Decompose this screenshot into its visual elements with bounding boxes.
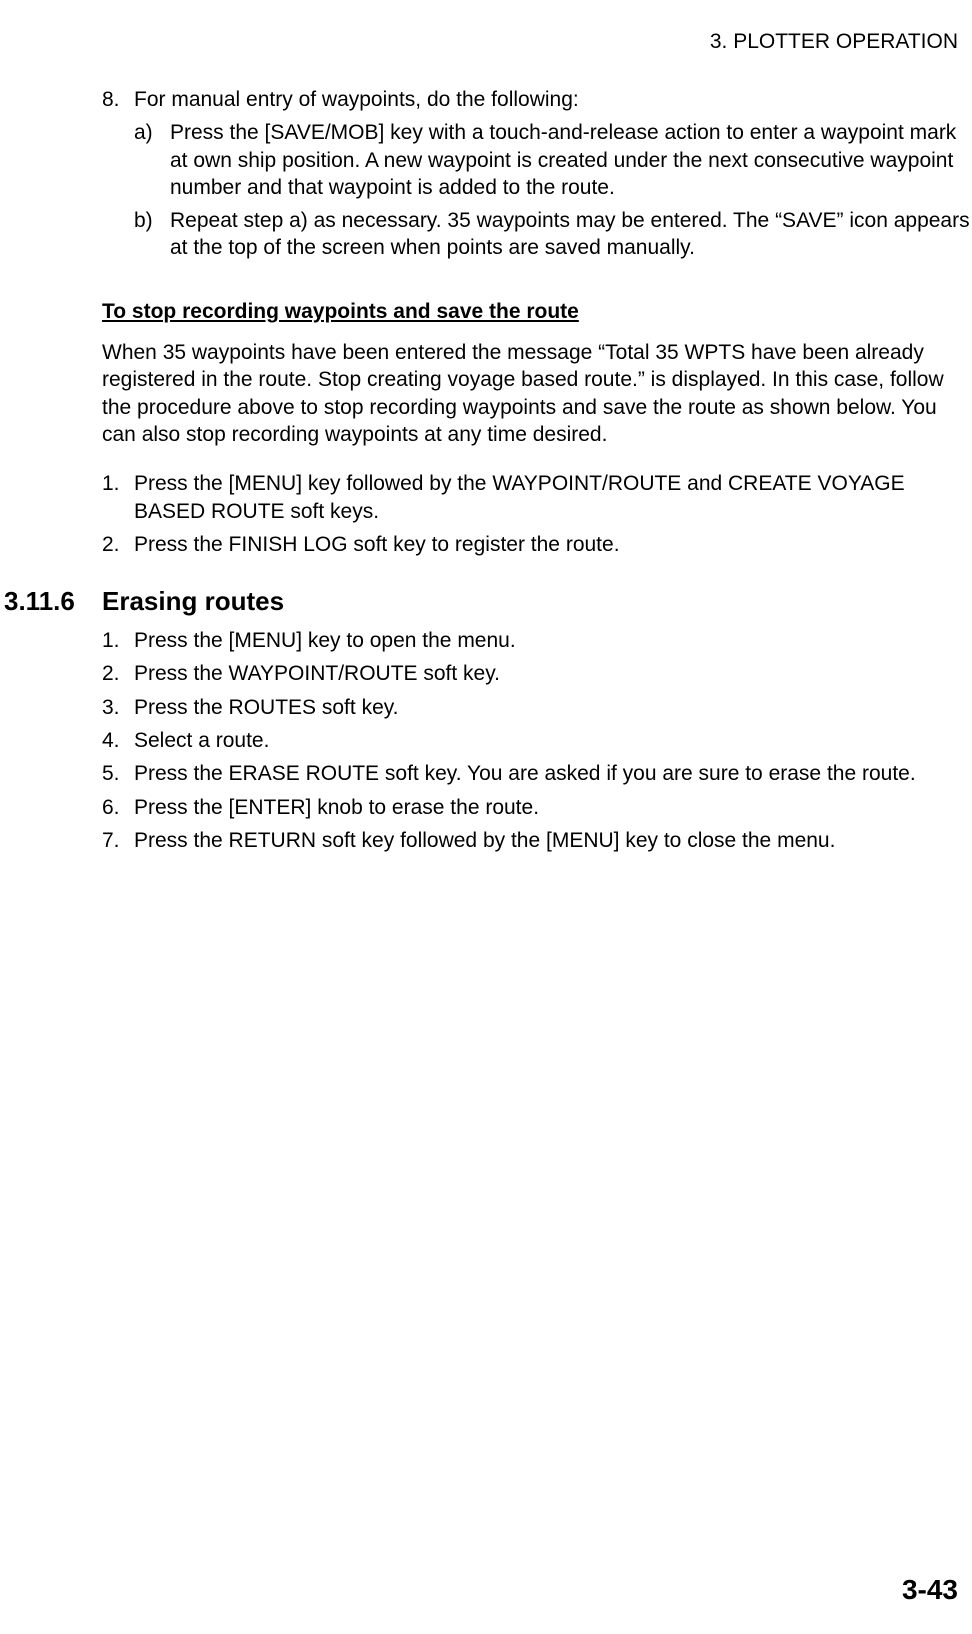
erase-step-5-text: Press the ERASE ROUTE soft key. You are …	[134, 760, 916, 787]
step-8-num: 8.	[102, 86, 134, 268]
stop-step-1-text: Press the [MENU] key followed by the WAY…	[134, 470, 972, 525]
page-header: 3. PLOTTER OPERATION	[0, 30, 972, 54]
step-8b-num: b)	[134, 207, 170, 262]
step-8b-text: Repeat step a) as necessary. 35 waypoint…	[170, 207, 972, 262]
erase-step-2-text: Press the WAYPOINT/ROUTE soft key.	[134, 660, 500, 687]
stop-step-1-num: 1.	[102, 470, 134, 525]
erase-step-5: 5. Press the ERASE ROUTE soft key. You a…	[102, 760, 972, 787]
erase-step-6: 6. Press the [ENTER] knob to erase the r…	[102, 794, 972, 821]
erase-step-6-text: Press the [ENTER] knob to erase the rout…	[134, 794, 539, 821]
erase-step-1-text: Press the [MENU] key to open the menu.	[134, 627, 516, 654]
section-number: 3.11.6	[0, 586, 102, 617]
step-8a-text: Press the [SAVE/MOB] key with a touch-an…	[170, 119, 972, 201]
page-number: 3-43	[902, 1574, 958, 1606]
page: 3. PLOTTER OPERATION 8. For manual entry…	[0, 0, 972, 1634]
erase-step-1-num: 1.	[102, 627, 134, 654]
step-8-block: 8. For manual entry of waypoints, do the…	[0, 86, 972, 558]
erase-step-4-text: Select a route.	[134, 727, 269, 754]
stop-step-2: 2. Press the FINISH LOG soft key to regi…	[102, 531, 972, 558]
erase-step-3-text: Press the ROUTES soft key.	[134, 694, 399, 721]
erase-step-7-text: Press the RETURN soft key followed by th…	[134, 827, 835, 854]
erasing-routes-steps: 1. Press the [MENU] key to open the menu…	[0, 627, 972, 854]
step-8-body: For manual entry of waypoints, do the fo…	[134, 86, 972, 268]
stop-step-2-num: 2.	[102, 531, 134, 558]
erase-step-2: 2. Press the WAYPOINT/ROUTE soft key.	[102, 660, 972, 687]
stop-recording-heading: To stop recording waypoints and save the…	[102, 298, 972, 325]
erase-step-3-num: 3.	[102, 694, 134, 721]
erase-step-1: 1. Press the [MENU] key to open the menu…	[102, 627, 972, 654]
erase-step-2-num: 2.	[102, 660, 134, 687]
stop-step-2-text: Press the FINISH LOG soft key to registe…	[134, 531, 620, 558]
step-8a: a) Press the [SAVE/MOB] key with a touch…	[134, 119, 972, 201]
step-8b: b) Repeat step a) as necessary. 35 waypo…	[134, 207, 972, 262]
stop-recording-para: When 35 waypoints have been entered the …	[102, 339, 972, 448]
step-8a-num: a)	[134, 119, 170, 201]
erase-step-7: 7. Press the RETURN soft key followed by…	[102, 827, 972, 854]
erase-step-7-num: 7.	[102, 827, 134, 854]
erase-step-6-num: 6.	[102, 794, 134, 821]
step-8-lead: For manual entry of waypoints, do the fo…	[134, 86, 972, 113]
erase-step-4: 4. Select a route.	[102, 727, 972, 754]
step-8: 8. For manual entry of waypoints, do the…	[102, 86, 972, 268]
erase-step-5-num: 5.	[102, 760, 134, 787]
section-title: Erasing routes	[102, 586, 284, 617]
erase-step-4-num: 4.	[102, 727, 134, 754]
section-header: 3.11.6 Erasing routes	[0, 586, 972, 617]
erase-step-3: 3. Press the ROUTES soft key.	[102, 694, 972, 721]
stop-step-1: 1. Press the [MENU] key followed by the …	[102, 470, 972, 525]
